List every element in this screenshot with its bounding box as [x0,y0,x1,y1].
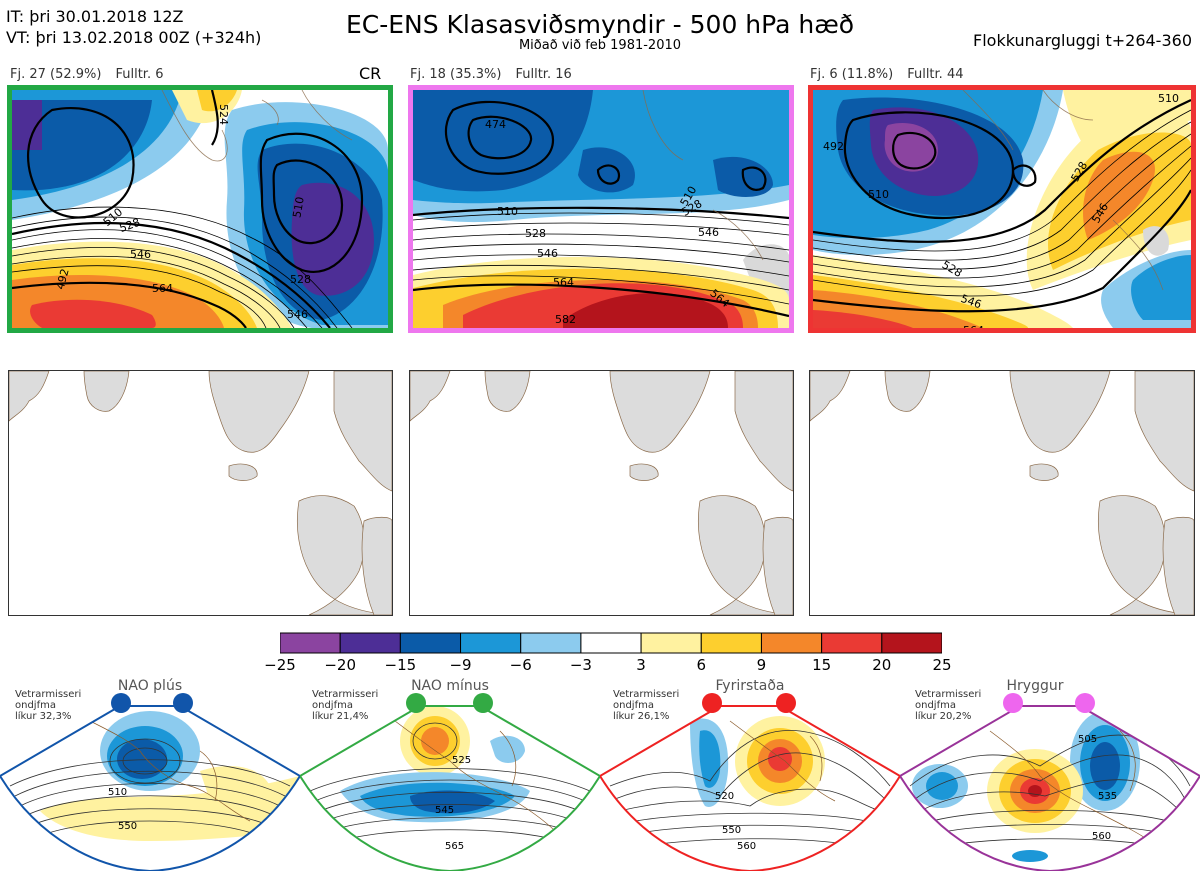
cluster-2-map: 474 510 528 546 564 582 546 564 510 528 [408,85,794,333]
colorbar-tick: −3 [569,656,592,674]
regime-3-dot-2 [776,693,796,713]
contour-label: 492 [54,267,72,291]
colorbar-tick: −15 [384,656,417,674]
regime-label: 535 [1098,791,1117,802]
contour-label: 546 [537,247,558,260]
colorbar-swatch [640,632,702,654]
regime-3-prob: Vetrarmisseri ondjfma líkur 26,1% [613,689,680,722]
regime-2-dot-1 [406,693,426,713]
colorbar-tick: 3 [636,656,646,674]
colorbar-swatch [700,632,762,654]
colorbar-swatch [520,632,582,654]
regime-label: 520 [715,791,734,802]
contour-label: 510 [497,205,518,218]
cluster-3-label: Fj. 6 (11.8%) Fulltr. 44 [810,67,964,82]
page-title: EC-ENS Klasasviðsmyndir - 500 hPa hæð [345,10,855,39]
cluster-2-blank-map [409,370,794,616]
regime-4-map: 505 535 560 [900,705,1200,871]
regime-4-prob: Vetrarmisseri ondjfma líkur 20,2% [915,689,982,722]
contour-label: 474 [485,118,506,131]
regime-4-dot-1 [1003,693,1023,713]
regime-label: 550 [118,821,137,832]
colorbar-tick: 15 [812,656,832,674]
regime-2-title: NAO mínus [411,678,489,694]
cluster-1-label: Fj. 27 (52.9%) Fulltr. 6 [10,67,164,82]
colorbar-ticks: −25 −20 −15 −9 −6 −3 3 6 9 15 20 25 [264,656,951,676]
regime-label: 510 [108,787,127,798]
cluster-3-map: 492 510 528 546 564 528 546 510 [808,85,1196,333]
regime-3-dot-1 [702,693,722,713]
colorbar-tick: 20 [872,656,892,674]
contour-label: 546 [698,226,719,239]
regime-2-dot-2 [473,693,493,713]
colorbar-swatch [339,632,401,654]
header-times: IT: þri 30.01.2018 12Z VT: þri 13.02.201… [6,6,261,48]
contour-label: 528 [525,227,546,240]
contour-label: 564 [963,324,984,328]
colorbar-tick: −20 [324,656,356,674]
regime-1-prob: Vetrarmisseri ondjfma líkur 32,3% [15,689,82,722]
colorbar-swatch [399,632,462,654]
colorbar [279,632,943,654]
regime-label: 550 [722,825,741,836]
cluster-1-map: 492 510 528 546 564 510 528 546 524 [7,85,393,333]
classification-window: Flokkunargluggi t+264-360 [973,31,1192,50]
contour-label: 546 [130,248,151,261]
regime-label: 505 [1078,734,1097,745]
cluster-2-count: Fj. 18 (35.3%) [410,67,502,82]
regime-label: 560 [1092,831,1111,842]
contour-label: 510 [868,188,889,201]
regime-1-title: NAO plús [117,678,183,694]
contour-label: 524 [217,104,230,125]
colorbar-tick: −9 [449,656,472,674]
cluster-1-blank-map [8,370,393,616]
cluster-3-count: Fj. 6 (11.8%) [810,67,894,82]
colorbar-swatch [821,632,883,654]
contour-label: 510 [1158,92,1179,105]
colorbar-swatch [279,632,341,654]
cluster-2-rep: Fulltr. 16 [515,67,572,82]
regime-2-prob: Vetrarmisseri ondjfma líkur 21,4% [312,689,379,722]
colorbar-swatch [760,632,823,654]
cluster-3-blank-map [809,370,1195,616]
cluster-2-label: Fj. 18 (35.3%) Fulltr. 16 [410,67,572,82]
contour-label: 564 [152,282,173,295]
colorbar-swatch [881,632,943,654]
regime-4-dot-2 [1075,693,1095,713]
regime-label: 560 [737,841,756,852]
regime-4-title: Hryggur [1006,678,1064,694]
colorbar-tick: 6 [696,656,707,674]
contour-label: 564 [553,276,574,289]
regime-3-map: 520 550 560 [600,705,900,871]
colorbar-tick: −25 [264,656,296,674]
initial-time: IT: þri 30.01.2018 12Z [6,7,184,26]
cluster-1-regime-tag: CR [359,64,382,83]
regime-label: 525 [452,755,471,766]
regime-1-dot-1 [111,693,131,713]
regime-1-dot-2 [173,693,193,713]
contour-label: 582 [555,313,576,326]
cluster-3-rep: Fulltr. 44 [907,67,964,82]
colorbar-swatch [460,632,522,654]
page-subtitle: Miðað við feb 1981-2010 [518,38,682,53]
cluster-1-count: Fj. 27 (52.9%) [10,67,102,82]
contour-label: 510 [290,196,306,219]
regime-3-title: Fyrirstaða [715,678,785,694]
colorbar-tick: −6 [509,656,532,674]
colorbar-tick: 25 [932,656,952,674]
cluster-1-rep: Fulltr. 6 [115,67,164,82]
valid-time: VT: þri 13.02.2018 00Z (+324h) [6,28,262,47]
contour-label: 546 [287,308,308,321]
contour-label: 492 [823,140,844,153]
colorbar-swatches [279,632,943,654]
regime-label: 545 [435,805,454,816]
regime-2-map: 525 545 565 [300,705,600,871]
regime-panels: Vetrarmisseri ondjfma líkur 32,3% NAO pl… [0,676,1200,871]
regime-label: 565 [445,841,464,852]
regime-1-map: 510 550 [0,705,300,871]
colorbar-swatch [580,632,642,654]
contour-label: 528 [290,273,311,286]
colorbar-tick: 9 [756,656,767,674]
